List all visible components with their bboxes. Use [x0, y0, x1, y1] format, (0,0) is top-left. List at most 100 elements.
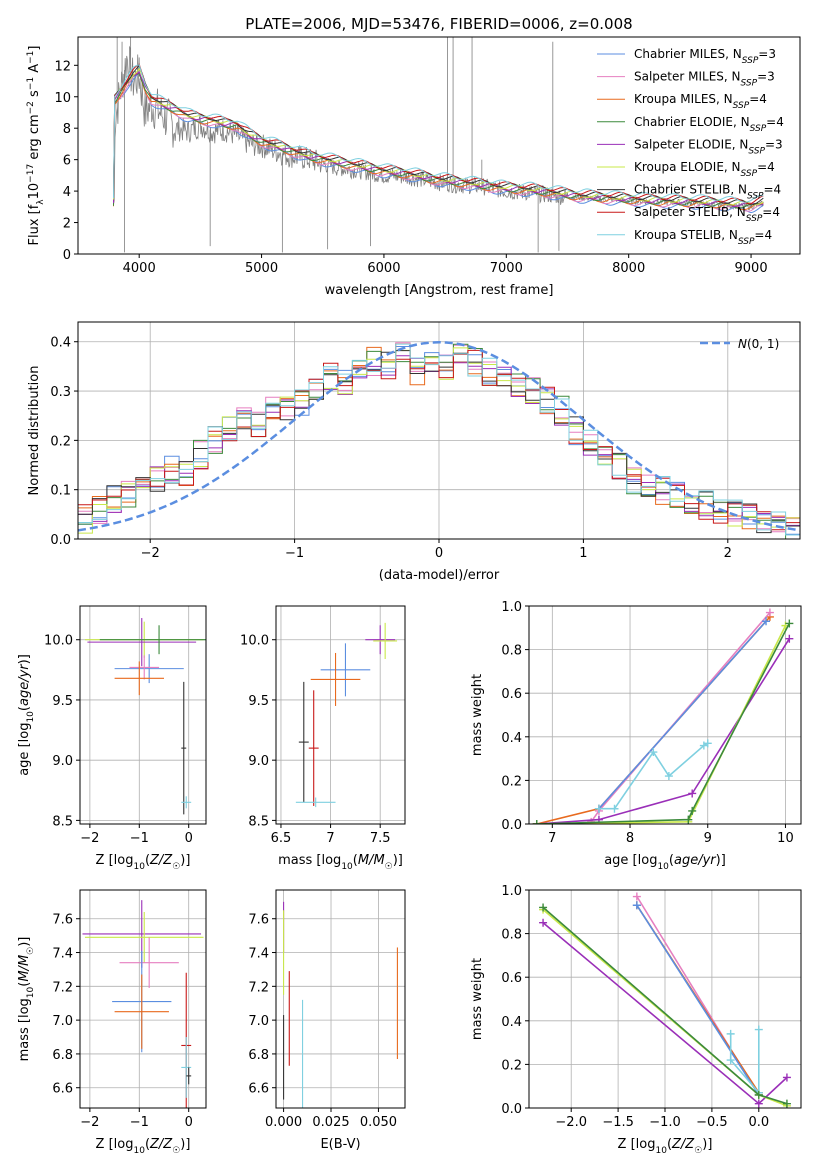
residuals-ytick-label: 0.1: [50, 484, 71, 499]
spectrum-ytick-label: 4: [63, 185, 71, 200]
mass-weight-marker: [532, 820, 541, 824]
mass-weight-vs-age-ytick-label: 1.0: [501, 600, 522, 615]
mass-weight-line: [536, 616, 771, 824]
legend-entry: Salpeter ELODIE, NSSP=3: [634, 137, 783, 156]
mass-weight-vs-Z-ylabel: mass weight: [470, 958, 485, 1040]
spectrum-ytick-label: 2: [63, 217, 71, 232]
mass-vs-Z-xtick-label: −2: [80, 1115, 99, 1130]
residuals-xtick-label: 0: [435, 546, 443, 561]
legend-entry: Salpeter STELIB, NSSP=4: [634, 205, 780, 224]
mass-vs-EBV-ytick-label: 6.6: [248, 1082, 269, 1097]
mass-weight-marker: [539, 918, 548, 927]
chart-title: PLATE=2006, MJD=53476, FIBERID=0006, z=0…: [245, 15, 632, 33]
mass-weight-marker: [649, 748, 658, 757]
histogram-xlabel: (data-model)/error: [379, 568, 500, 583]
mass-vs-Z-ytick-label: 7.6: [52, 913, 73, 928]
age-vs-Z-xtick-label: −2: [80, 831, 99, 846]
mass-vs-EBV-xtick-label: 0.025: [312, 1115, 349, 1130]
mass-weight-line: [536, 623, 791, 824]
mass-weight-line: [598, 620, 767, 810]
model-series-line: [113, 64, 764, 203]
legend-entry: Chabrier ELODIE, NSSP=4: [634, 115, 784, 134]
mass-weight-marker: [782, 1073, 791, 1082]
age-vs-mass-xtick-label: 7: [326, 831, 334, 846]
mass-vs-EBV-xlabel: E(B-V): [320, 1137, 360, 1152]
residuals-ytick-label: 0.0: [50, 533, 71, 548]
mass-weight-line: [536, 638, 790, 824]
mass-weight-vs-Z-xtick-label: −0.5: [696, 1115, 728, 1130]
mass-weight-marker: [664, 772, 673, 781]
mass-weight-vs-Z-xtick-label: 0.0: [748, 1115, 769, 1130]
age-vs-Z-ytick-label: 9.0: [52, 754, 73, 769]
mass-weight-vs-age-xtick-label: 10: [777, 831, 794, 846]
residuals-xtick-label: 2: [724, 546, 732, 561]
age-vs-mass-ytick-label: 10.0: [240, 634, 269, 649]
mass-vs-EBV-xtick-label: 0.000: [265, 1115, 302, 1130]
mass-vs-EBV-ytick-label: 7.6: [248, 913, 269, 928]
spectrum-xlabel: wavelength [Angstrom, rest frame]: [325, 283, 554, 298]
spectrum-ytick-label: 6: [63, 154, 71, 169]
histogram-ylabel: Normed distribution: [27, 366, 42, 496]
age-vs-Z-ytick-label: 9.5: [52, 694, 73, 709]
mass-weight-marker: [632, 901, 641, 910]
mass-weight-vs-age-ytick-label: 0.0: [501, 818, 522, 833]
mass-weight-marker: [688, 789, 697, 798]
age-vs-Z-ytick-label: 8.5: [52, 814, 73, 829]
age-vs-mass-ytick-label: 9.0: [248, 754, 269, 769]
mass-weight-marker: [726, 1029, 735, 1038]
mass-weight-vs-Z-ytick-label: 0.8: [501, 928, 522, 943]
mass-weight-vs-age-ytick-label: 0.6: [501, 687, 522, 702]
histogram-step: [78, 349, 800, 531]
mass-weight-vs-Z-ytick-label: 0.6: [501, 971, 522, 986]
mass-weight-vs-age-ytick-label: 0.2: [501, 774, 522, 789]
age-vs-mass-plot-area: [295, 622, 398, 808]
spectrum-xtick-label: 6000: [367, 261, 400, 276]
mass-weight-vs-Z-xlabel: Z [log10(Z/Z☉)]: [618, 1137, 713, 1156]
mass-weight-marker: [594, 804, 603, 813]
mass-weight-marker: [754, 1099, 763, 1108]
gaussian-curve: [78, 340, 800, 532]
mass-vs-EBV-frame: [275, 889, 406, 1109]
mass-weight-marker: [785, 619, 794, 628]
spectrum-xtick-label: 4000: [123, 261, 156, 276]
mass-weight-marker: [754, 1025, 763, 1034]
mass-weight-vs-Z-ytick-label: 1.0: [501, 884, 522, 899]
legend-entry: Kroupa MILES, NSSP=4: [634, 92, 767, 111]
mass-vs-Z-xlabel: Z [log10(Z/Z☉)]: [96, 1137, 191, 1156]
mass-vs-Z-ytick-label: 6.6: [52, 1082, 73, 1097]
mass-vs-Z-ytick-label: 7.0: [52, 1014, 73, 1029]
mass-weight-marker: [610, 804, 619, 813]
age-vs-mass-ytick-label: 9.5: [248, 694, 269, 709]
age-vs-Z-ylabel: age [log10(age/yr)]: [17, 654, 36, 776]
age-vs-Z-xtick-label: 0: [185, 831, 193, 846]
mass-weight-marker: [754, 1090, 763, 1099]
mass-weight-line: [536, 625, 787, 824]
residuals-ytick-label: 0.3: [50, 385, 71, 400]
age-vs-Z-xlabel: Z [log10(Z/Z☉)]: [96, 853, 191, 872]
spectrum-frame: [77, 36, 801, 255]
mass-vs-EBV-ytick-label: 7.2: [248, 980, 269, 995]
model-series-line: [113, 72, 764, 211]
mass-weight-vs-age-xtick-label: 7: [548, 831, 556, 846]
mass-weight-vs-Z-ytick-label: 0.2: [501, 1058, 522, 1073]
mass-vs-Z-ylabel: mass [log10(M/M☉)]: [17, 937, 36, 1062]
residuals-xtick-label: 1: [579, 546, 587, 561]
spectrum-plot-area: [113, 37, 764, 253]
spectrum-ytick-label: 8: [63, 122, 71, 137]
model-series-line: [113, 67, 764, 206]
mass-weight-marker: [632, 892, 641, 901]
legend-entry: Salpeter MILES, NSSP=3: [634, 70, 775, 89]
mass-weight-line: [636, 904, 760, 1096]
spectrum-xtick-label: 7000: [490, 261, 523, 276]
age-vs-Z-frame: [79, 605, 207, 825]
mass-vs-EBV-ytick-label: 6.8: [248, 1048, 269, 1063]
mass-weight-vs-age-ytick-label: 0.4: [501, 731, 522, 746]
histogram-plot-area: [78, 340, 800, 539]
age-vs-Z-plot-area: [84, 618, 206, 815]
age-vs-mass-xtick-label: 7.5: [370, 831, 391, 846]
mass-weight-marker: [782, 1099, 791, 1108]
residuals-xtick-label: −2: [141, 546, 160, 561]
mass-vs-Z-ytick-label: 6.8: [52, 1048, 73, 1063]
mass-vs-Z-frame: [79, 889, 207, 1109]
